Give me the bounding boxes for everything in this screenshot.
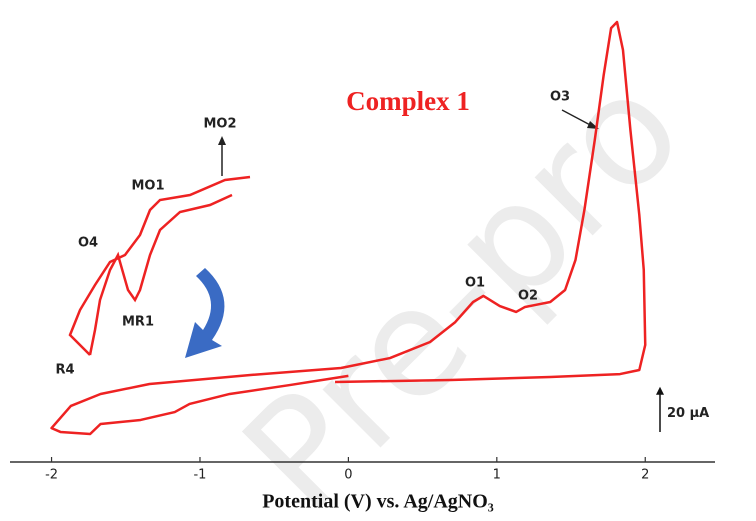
x-tick-label: -2 bbox=[45, 468, 58, 483]
x-tick-label: -1 bbox=[193, 468, 206, 483]
peak-label: O1 bbox=[465, 276, 485, 291]
inset-label: O4 bbox=[78, 236, 98, 251]
scale-bar-label: 20 µA bbox=[667, 406, 709, 421]
x-axis-label: Potential (V) vs. Ag/AgNO₃ bbox=[262, 491, 494, 513]
inset bbox=[68, 136, 251, 356]
x-tick-label: 0 bbox=[344, 468, 352, 483]
chart-title: Complex 1 bbox=[346, 86, 470, 116]
inset-curve bbox=[68, 175, 251, 356]
inset-label: MR1 bbox=[122, 315, 154, 330]
inset-label: MO2 bbox=[203, 117, 236, 132]
x-tick-label: 2 bbox=[641, 468, 649, 483]
inset-arrow-head bbox=[218, 136, 226, 145]
inset-curve bbox=[88, 193, 233, 356]
peak-label: O2 bbox=[518, 289, 538, 304]
cv-curve bbox=[50, 20, 647, 436]
peak-label: O3 bbox=[550, 90, 570, 105]
x-tick-label: 1 bbox=[493, 468, 501, 483]
scan-direction-arrow bbox=[185, 268, 225, 358]
inset-label: MO1 bbox=[131, 179, 164, 194]
inset-label: R4 bbox=[55, 363, 74, 378]
scale-bar-head bbox=[656, 386, 664, 395]
